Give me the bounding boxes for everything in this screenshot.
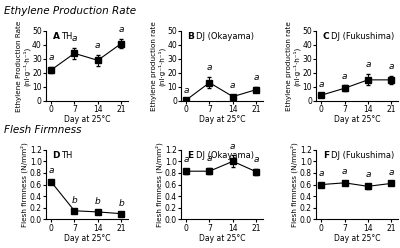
X-axis label: Day at 25°C: Day at 25°C	[199, 115, 245, 124]
Y-axis label: Ethylene production rate
(nl·g⁻¹·h⁻¹): Ethylene production rate (nl·g⁻¹·h⁻¹)	[286, 21, 301, 111]
Text: b: b	[95, 197, 101, 206]
Text: a: a	[254, 73, 259, 82]
Y-axis label: Flesh firmness (N/mm²): Flesh firmness (N/mm²)	[156, 142, 163, 227]
Text: DJ (Okayama): DJ (Okayama)	[196, 151, 254, 160]
Text: a: a	[230, 142, 236, 151]
X-axis label: Day at 25°C: Day at 25°C	[199, 234, 245, 243]
Text: DJ (Fukushima): DJ (Fukushima)	[331, 151, 394, 160]
Text: TH: TH	[61, 151, 72, 160]
Text: a: a	[72, 34, 77, 43]
Text: a: a	[365, 61, 371, 69]
Text: a: a	[318, 80, 324, 89]
Text: C: C	[323, 32, 329, 41]
Text: a: a	[230, 81, 236, 90]
Text: a: a	[183, 86, 189, 94]
Text: a: a	[342, 72, 347, 81]
Text: a: a	[48, 166, 54, 175]
X-axis label: Day at 25°C: Day at 25°C	[64, 115, 110, 124]
Text: F: F	[323, 151, 329, 160]
Text: b: b	[118, 199, 124, 208]
Text: E: E	[188, 151, 194, 160]
Text: a: a	[365, 170, 371, 179]
X-axis label: Day at 25°C: Day at 25°C	[334, 115, 380, 124]
Text: a: a	[207, 63, 212, 72]
Text: DJ (Fukushima): DJ (Fukushima)	[331, 32, 394, 41]
Text: a: a	[95, 41, 100, 50]
Text: a: a	[48, 53, 54, 62]
X-axis label: Day at 25°C: Day at 25°C	[334, 234, 380, 243]
Y-axis label: Ethylene Production Rate
(nl·g⁻¹·h⁻¹): Ethylene Production Rate (nl·g⁻¹·h⁻¹)	[16, 20, 31, 112]
Text: TH: TH	[61, 32, 72, 41]
Text: a: a	[207, 155, 212, 163]
Y-axis label: Flesh firmness (N/mm²): Flesh firmness (N/mm²)	[21, 142, 28, 227]
Text: a: a	[318, 169, 324, 178]
Text: B: B	[188, 32, 194, 41]
Text: a: a	[118, 26, 124, 34]
Text: Ethylene Production Rate: Ethylene Production Rate	[4, 6, 136, 16]
Text: DJ (Okayama): DJ (Okayama)	[196, 32, 254, 41]
Text: a: a	[254, 155, 259, 164]
Text: D: D	[52, 151, 60, 160]
Text: a: a	[388, 168, 394, 177]
Text: A: A	[52, 32, 60, 41]
Y-axis label: Flesh firmness (N/mm²): Flesh firmness (N/mm²)	[291, 142, 298, 227]
Text: a: a	[342, 167, 347, 176]
Text: b: b	[72, 196, 77, 205]
Y-axis label: Ethylene production rate
(nl·g⁻¹·h⁻¹): Ethylene production rate (nl·g⁻¹·h⁻¹)	[151, 21, 166, 111]
X-axis label: Day at 25°C: Day at 25°C	[64, 234, 110, 243]
Text: a: a	[183, 155, 189, 164]
Text: Flesh Firmness: Flesh Firmness	[4, 125, 82, 135]
Text: a: a	[388, 62, 394, 71]
